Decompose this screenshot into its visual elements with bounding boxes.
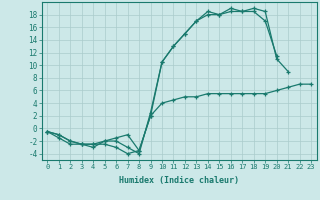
- X-axis label: Humidex (Indice chaleur): Humidex (Indice chaleur): [119, 176, 239, 185]
